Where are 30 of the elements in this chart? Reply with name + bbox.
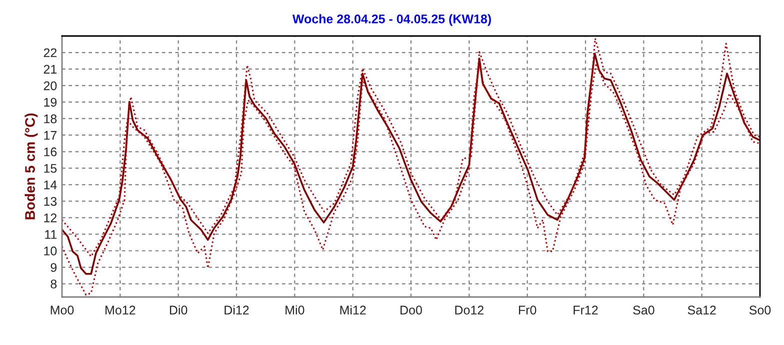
- y-tick-label: 9: [50, 263, 57, 272]
- y-tick-label: 8: [50, 280, 57, 288]
- x-tick-label: Mo12: [106, 306, 136, 315]
- x-tick-label: Fr12: [574, 306, 598, 314]
- chart-title: Woche 28.04.25 - 04.05.25 (KW18): [292, 14, 491, 26]
- x-tick-label: Sa0: [633, 306, 654, 315]
- y-tick-label: 17: [44, 131, 57, 140]
- x-tick-label: Mi0: [286, 305, 304, 315]
- y-tick-label: 16: [44, 147, 57, 156]
- x-tick-label: Do12: [455, 306, 484, 315]
- y-tick-label: 15: [44, 164, 57, 173]
- y-tick-label: 21: [44, 64, 57, 74]
- y-tick-label: 10: [44, 246, 57, 256]
- y-tick-label: 13: [44, 196, 57, 206]
- y-tick-label: 14: [44, 180, 57, 190]
- x-tick-label: Sa12: [688, 306, 716, 315]
- y-axis-title: Boden 5 cm (°C): [24, 113, 38, 220]
- y-tick-label: 12: [44, 214, 57, 222]
- y-tick-label: 11: [45, 230, 57, 239]
- y-tick-label: 22: [44, 48, 57, 58]
- x-tick-label: Di0: [170, 305, 188, 315]
- y-tick-label: 19: [44, 98, 57, 107]
- x-tick-label: Di12: [224, 305, 249, 314]
- x-tick-label: Mo0: [50, 306, 74, 315]
- x-tick-label: Fr0: [518, 306, 536, 315]
- y-tick-label: 20: [44, 81, 57, 90]
- x-tick-label: Do0: [400, 306, 422, 315]
- x-tick-label: Mi12: [340, 305, 366, 314]
- x-tick-label: So0: [749, 306, 771, 315]
- y-tick-label: 18: [44, 114, 57, 124]
